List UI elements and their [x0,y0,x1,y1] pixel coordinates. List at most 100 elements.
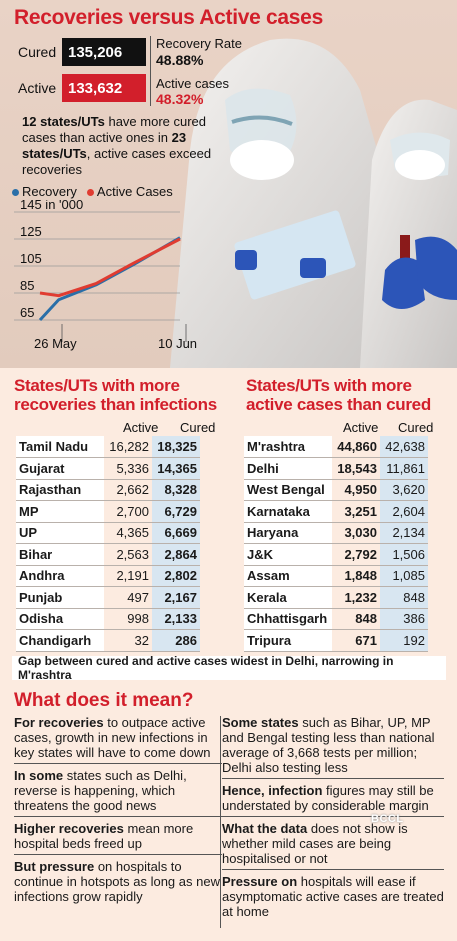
states-note: 12 states/UTs have more cured cases than… [22,114,212,178]
left-active: 32 [104,629,152,652]
table-row: Chhattisgarh 848 386 [244,608,428,630]
y-tick-label: 125 [20,224,42,239]
y-tick-label: 85 [20,278,34,293]
legend-active: Active Cases [86,184,173,199]
active-rate-label: Active cases [156,76,229,91]
meaning-point-lead: Higher recoveries [14,821,124,836]
left-col-cured: Cured [180,420,216,435]
active-value: 133,632 [62,74,146,102]
left-cured: 6,729 [152,500,200,523]
left-cured: 18,325 [152,436,200,458]
right-cured: 1,506 [380,543,428,566]
legend-recovery-dot [12,189,19,197]
trend-chart: 65 85 105 125 145 in '000 26 May 10 Jun [14,200,197,351]
right-active: 1,232 [332,586,380,609]
table-row: West Bengal 4,950 3,620 [244,479,428,501]
table-row: Tripura 671 192 [244,629,428,652]
meaning-right-column: Some states such as Bihar, UP, MP and Be… [222,714,444,925]
right-col-cured: Cured [398,420,434,435]
right-table: M'rashtra 44,860 42,638 Delhi 18,543 11,861 We… [244,436,428,652]
meaning-point-text: to outpace active cases, growth in new i… [14,715,211,760]
legend-recovery: Recovery [12,184,77,199]
meaning-point-text: mean more hospital beds freed up [14,821,194,851]
meaning-point-lead: Hence, infection [222,783,323,798]
right-state: J&K [244,543,332,566]
x-tick-label: 10 Jun [158,336,197,351]
y-tick-label: 145 in '000 [20,200,83,212]
right-cured: 2,604 [380,500,428,523]
right-active: 2,792 [332,543,380,566]
left-cured: 2,864 [152,543,200,566]
meaning-point-lead: Some states [222,715,299,730]
meaning-point-lead: But pressure [14,859,95,874]
note-part-2: have more cured cases than active ones i… [22,114,207,145]
meaning-point: Higher recoveries mean more hospital bed… [14,820,222,855]
meaning-point: Some states such as Bihar, UP, MP and Be… [222,714,444,779]
left-active: 998 [104,608,152,630]
right-state: Chhattisgarh [244,608,332,630]
right-table-title: States/UTs with more active cases than c… [246,376,431,414]
right-active: 671 [332,629,380,652]
y-tick-label: 65 [20,305,34,320]
meaning-left-column: For recoveries to outpace active cases, … [14,714,222,910]
left-state: Tamil Nadu [16,436,104,458]
left-cured: 14,365 [152,457,200,480]
meaning-point-text: figures may still be understated by cons… [222,783,434,813]
right-cured: 1,085 [380,565,428,587]
right-state: Delhi [244,457,332,480]
right-cured: 3,620 [380,479,428,501]
active-rate-value: 48.32% [156,91,204,107]
left-active: 2,662 [104,479,152,501]
right-active: 44,860 [332,436,380,458]
right-cured: 42,638 [380,436,428,458]
meaning-point: In some states such as Delhi, reverse is… [14,767,222,817]
meaning-point-lead: For recoveries [14,715,104,730]
right-active: 3,030 [332,522,380,544]
left-active: 5,336 [104,457,152,480]
left-active: 2,191 [104,565,152,587]
left-table-title: States/UTs with more recoveries than inf… [14,376,217,414]
left-state: Gujarat [16,457,104,480]
right-state: Tripura [244,629,332,652]
x-tick-label: 26 May [34,336,77,351]
table-row: MP 2,700 6,729 [16,500,200,523]
legend-active-dot [86,189,94,197]
table-row: Tamil Nadu 16,282 18,325 [16,436,200,458]
meaning-point: For recoveries to outpace active cases, … [14,714,222,764]
y-tick-label: 105 [20,251,42,266]
active-cases-line [39,237,181,298]
left-active: 4,365 [104,522,152,544]
meaning-point: What the data does not show is whether m… [222,820,444,870]
column-divider [220,716,221,928]
right-cured: 192 [380,629,428,652]
recovery-rate-value: 48.88% [156,52,204,68]
left-state: Odisha [16,608,104,630]
right-active: 848 [332,608,380,630]
meaning-point: Pressure on hospitals will ease if asymp… [222,873,444,922]
right-active: 1,848 [332,565,380,587]
note-part-1: 12 states/UTs [22,114,105,129]
table-row: Bihar 2,563 2,864 [16,543,200,566]
left-cured: 2,167 [152,586,200,609]
right-state: Karnataka [244,500,332,523]
meaning-point-text: hospitals will ease if asymptomatic acti… [222,874,444,919]
recovery-rate-label: Recovery Rate [156,36,242,51]
right-col-active: Active [343,420,379,435]
left-cured: 286 [152,629,200,652]
left-state: Bihar [16,543,104,566]
active-label: Active [18,80,57,96]
left-state: Punjab [16,586,104,609]
right-state: Haryana [244,522,332,544]
table-row: Andhra 2,191 2,802 [16,565,200,587]
note-part-4: , active cases exceed recoveries [22,146,212,177]
right-state: M'rashtra [244,436,332,458]
table-row: Punjab 497 2,167 [16,586,200,609]
right-active: 18,543 [332,457,380,480]
table-row: Gujarat 5,336 14,365 [16,457,200,480]
table-row: Haryana 3,030 2,134 [244,522,428,544]
meaning-point-text: on hospitals to continue in hotspots as … [14,859,220,904]
right-state: West Bengal [244,479,332,501]
page-title: Recoveries versus Active cases [14,6,323,29]
meaning-point: But pressure on hospitals to continue in… [14,858,222,907]
left-col-active: Active [123,420,159,435]
